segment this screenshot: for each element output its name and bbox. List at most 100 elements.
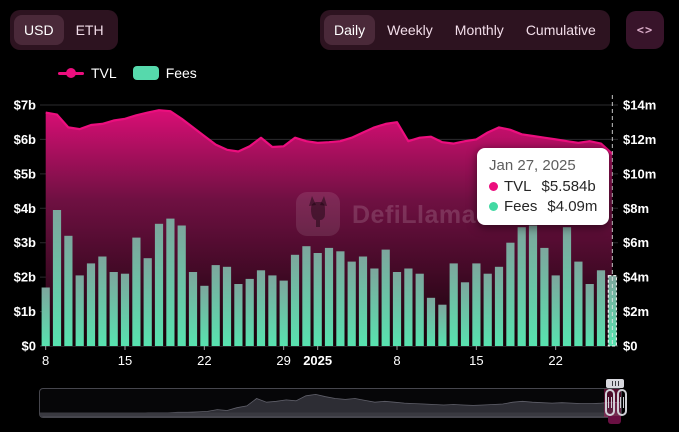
brush-handle-right[interactable] [617, 389, 627, 416]
time-brush[interactable] [39, 388, 622, 418]
fees-bar [438, 304, 447, 346]
tooltip-row-fees: Fees $4.09m [489, 198, 597, 215]
fees-bar [472, 263, 481, 346]
legend-item-tvl[interactable]: TVL [58, 65, 117, 81]
tooltip-fees-value: $4.09m [547, 198, 598, 215]
fees-bar [426, 297, 436, 346]
fees-bar [324, 247, 334, 346]
svg-text:$3b: $3b [14, 235, 36, 250]
legend-tvl-label: TVL [91, 65, 117, 81]
svg-text:22: 22 [197, 353, 211, 368]
currency-eth-button[interactable]: ETH [66, 15, 114, 45]
legend-fees-label: Fees [165, 65, 197, 81]
fees-bar [166, 218, 175, 346]
fees-bar [188, 272, 198, 346]
fees-bar [279, 280, 288, 346]
svg-text:$2b: $2b [14, 270, 36, 285]
fees-bar [234, 284, 243, 346]
fees-dot-icon [489, 202, 498, 211]
fees-bar [64, 235, 73, 346]
fees-bar [494, 266, 504, 346]
fees-bar [381, 249, 390, 346]
fees-bar [313, 253, 322, 346]
fees-bar [109, 272, 118, 346]
svg-text:$1b: $1b [14, 304, 36, 319]
fees-bar [200, 285, 209, 347]
legend-item-fees[interactable]: Fees [132, 65, 197, 81]
chart-tooltip: Jan 27, 2025 TVL $5.584b Fees $4.09m [477, 148, 610, 225]
brush-selection[interactable] [604, 389, 621, 417]
svg-text:$12m: $12m [623, 132, 656, 147]
embed-code-button[interactable]: <> [626, 11, 664, 49]
svg-text:$0: $0 [623, 339, 637, 354]
crosshair [607, 95, 617, 347]
tooltip-tvl-label: TVL [504, 178, 532, 195]
fees-swatch [132, 66, 159, 80]
chart-legend: TVL Fees [58, 65, 197, 81]
fees-bar [302, 246, 311, 346]
svg-text:$0: $0 [22, 339, 36, 354]
fees-bars[interactable] [41, 210, 617, 347]
fees-bar [392, 272, 402, 346]
main-chart[interactable]: $7b $6b $5b $4b $3b $2b $1b $0 $14m $12m $10m $8m $6… [0, 90, 679, 385]
fees-bar [120, 273, 130, 346]
fees-bar [540, 247, 549, 346]
tooltip-row-tvl: TVL $5.584b [489, 178, 597, 195]
svg-text:15: 15 [118, 353, 132, 368]
brush-minimap [40, 393, 621, 417]
fees-bar [460, 282, 470, 346]
currency-usd-button[interactable]: USD [14, 14, 64, 46]
tvl-area-series [45, 109, 614, 346]
svg-text:$8m: $8m [623, 201, 649, 216]
fees-bar [574, 261, 583, 346]
right-axis-labels: $14m $12m $10m $8m $6m $4m $2m $0 [623, 98, 656, 354]
brush-handle-left[interactable] [605, 389, 615, 416]
tooltip-tvl-value: $5.584b [541, 178, 596, 195]
fees-bar [528, 225, 538, 346]
fees-bar [154, 223, 164, 346]
tvl-dot-marker [66, 68, 76, 78]
svg-text:$10m: $10m [623, 166, 656, 181]
svg-text:2025: 2025 [303, 353, 332, 368]
tab-daily[interactable]: Daily [324, 14, 376, 46]
fees-bar [596, 270, 606, 346]
fees-bar [404, 268, 413, 346]
left-axis-labels: $7b $6b $5b $4b $3b $2b $1b $0 [14, 98, 36, 354]
tab-cumulative[interactable]: Cumulative [516, 15, 606, 45]
brush-selection-marker [608, 416, 621, 424]
x-axis-labels: 8 15 22 29 2025 8 15 22 [42, 346, 563, 368]
svg-text:DefiLlama: DefiLlama [352, 201, 477, 229]
svg-text:$6m: $6m [623, 235, 649, 250]
highlighted-bar [607, 275, 617, 347]
currency-toggle: USD ETH [10, 10, 118, 50]
svg-text:$5b: $5b [14, 166, 36, 181]
svg-text:15: 15 [469, 353, 483, 368]
fees-bar [358, 256, 368, 346]
fees-bar [268, 275, 277, 346]
fees-bar [98, 256, 107, 346]
code-brackets-icon: <> [636, 23, 654, 37]
fees-bar [347, 261, 356, 346]
fees-bar [132, 237, 141, 346]
fees-bar [75, 275, 84, 346]
svg-text:$4m: $4m [623, 270, 649, 285]
fees-bar [52, 210, 62, 346]
fees-bar [222, 266, 232, 346]
fees-bar [483, 273, 492, 346]
fees-bar [415, 273, 424, 346]
tvl-dot-icon [489, 182, 498, 191]
fees-bar [517, 227, 526, 346]
fees-bar [449, 263, 458, 346]
tab-monthly[interactable]: Monthly [445, 15, 514, 45]
fees-bar [506, 242, 515, 346]
fees-bar [256, 270, 266, 346]
fees-bar [211, 265, 220, 346]
svg-text:$14m: $14m [623, 98, 656, 113]
brush-grip-badge[interactable] [606, 379, 624, 388]
fees-bar [143, 258, 152, 346]
tab-weekly[interactable]: Weekly [377, 15, 443, 45]
fees-bar [608, 275, 617, 346]
fees-bar [177, 225, 186, 346]
fees-bar [336, 251, 345, 346]
